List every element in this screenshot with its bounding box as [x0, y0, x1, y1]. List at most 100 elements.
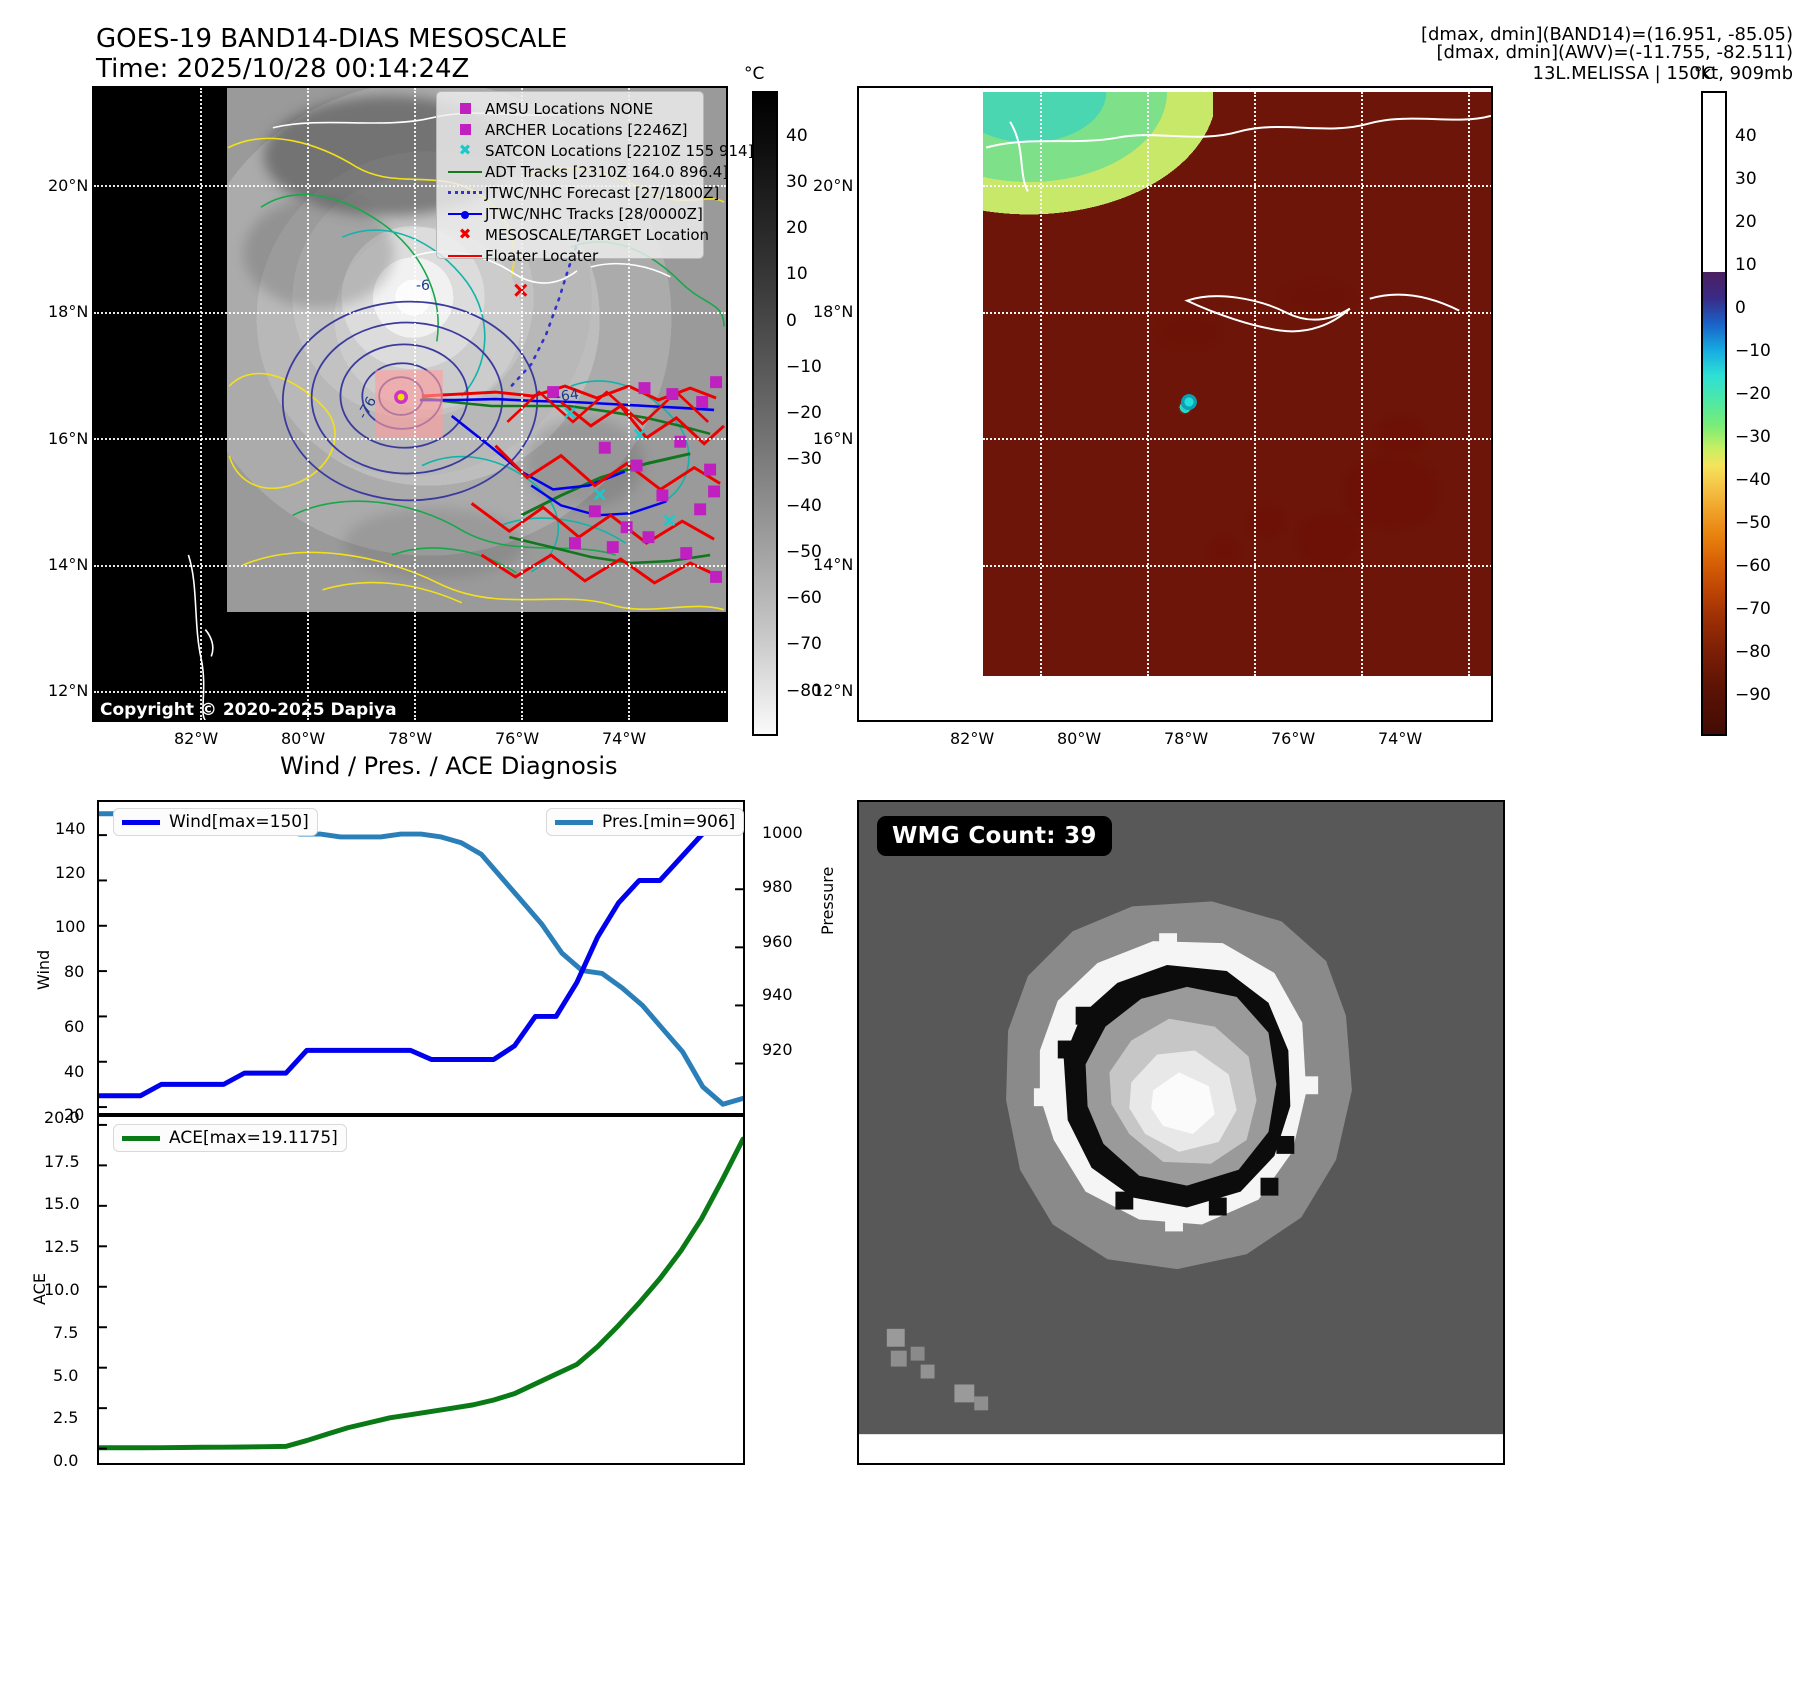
- cb-tick: −80: [786, 681, 822, 701]
- cb-tick: −10: [786, 357, 822, 377]
- legend-item-amsu: AMSU Locations NONE: [445, 98, 695, 119]
- lon-tick-label: 82°W: [950, 729, 995, 748]
- square-marker-icon: [445, 119, 485, 140]
- copyright-notice: Copyright © 2020-2025 Dapiya: [100, 700, 397, 720]
- ace-axis-label: ACE: [30, 1273, 49, 1305]
- ace-color-swatch: [122, 1135, 160, 1141]
- wind-ytick: 20: [64, 1105, 85, 1124]
- lon-tick-label: 78°W: [1164, 729, 1209, 748]
- latitude-gridline: [983, 565, 1491, 567]
- legend-label: AMSU Locations NONE: [485, 99, 654, 118]
- ace-plot: [99, 1123, 743, 1451]
- x-marker-icon: ✖: [458, 225, 472, 243]
- ace-ytick: 20.0: [44, 1108, 80, 1127]
- pressure-axis-label: Pressure: [818, 866, 837, 935]
- legend-label: ARCHER Locations [2246Z]: [485, 120, 688, 139]
- wmg-panel[interactable]: WMG Count: 39: [857, 800, 1505, 1465]
- latitude-gridline: [94, 565, 726, 567]
- cb-tick: −40: [786, 496, 822, 516]
- cb-tick: 0: [1735, 298, 1746, 318]
- lat-tick-label: 20°N: [48, 176, 89, 195]
- legend-label: JTWC/NHC Tracks [28/0000Z]: [485, 204, 703, 223]
- x-marker-icon: ✖: [458, 141, 472, 159]
- lat-tick-label: 16°N: [813, 429, 854, 448]
- lon-tick-label: 74°W: [1378, 729, 1423, 748]
- ace-ytick: 2.5: [53, 1408, 79, 1427]
- map-legend[interactable]: AMSU Locations NONE ARCHER Locations [22…: [436, 91, 754, 265]
- cb-tick: −50: [1735, 513, 1771, 533]
- latitude-gridline: [94, 691, 726, 693]
- longitude-gridline: [1468, 92, 1470, 676]
- legend-item-tracks: JTWC/NHC Tracks [28/0000Z]: [445, 203, 703, 224]
- lon-tick-label: 76°W: [495, 729, 540, 748]
- wind-ytick: 40: [64, 1062, 85, 1081]
- pressure-ytick: 920: [762, 1040, 793, 1059]
- lon-tick-label: 78°W: [388, 729, 433, 748]
- latitude-gridline: [94, 185, 726, 187]
- legend-wind-label: Wind[max=150]: [169, 812, 309, 832]
- cb-tick: −70: [786, 634, 822, 654]
- cb-tick: 10: [786, 264, 808, 284]
- longitude-gridline: [1361, 92, 1363, 676]
- convective-blob: [1379, 418, 1425, 454]
- ace-chart[interactable]: [97, 1115, 745, 1465]
- cb-tick: 20: [1735, 212, 1757, 232]
- diagnosis-title: Wind / Pres. / ACE Diagnosis: [280, 752, 618, 780]
- convective-blob: [1283, 284, 1353, 314]
- awv-ir-map[interactable]: [857, 86, 1493, 722]
- ace-ytick: 15.0: [44, 1194, 80, 1213]
- convective-blob: [1211, 540, 1237, 562]
- wind-axis-label: Wind: [34, 949, 53, 990]
- cloud-patch: [244, 198, 394, 308]
- legend-ace[interactable]: ACE[max=19.1175]: [113, 1124, 347, 1152]
- latitude-gridline: [94, 312, 726, 314]
- lat-tick-label: 14°N: [813, 555, 854, 574]
- cb-tick: −30: [786, 449, 822, 469]
- left-colorbar: [752, 91, 778, 736]
- pressure-ytick: 940: [762, 985, 793, 1004]
- square-marker-icon: [445, 98, 485, 119]
- cb-tick: −50: [786, 542, 822, 562]
- page-title-line1: GOES-19 BAND14-DIAS MESOSCALE: [96, 24, 568, 54]
- lat-tick-label: 14°N: [48, 555, 89, 574]
- legend-label: ADT Tracks [2310Z 164.0 896.4]: [485, 162, 729, 181]
- cb-tick: 10: [1735, 255, 1757, 275]
- longitude-gridline: [200, 88, 202, 720]
- ace-ytick: 17.5: [44, 1152, 80, 1171]
- legend-item-forecast: JTWC/NHC Forecast [27/1800Z]: [445, 182, 719, 203]
- wind-pressure-chart[interactable]: [97, 800, 745, 1115]
- cb-tick: 40: [1735, 126, 1757, 146]
- cb-tick: 0: [786, 311, 797, 331]
- legend-ace-label: ACE[max=19.1175]: [169, 1128, 338, 1148]
- legend-pressure-label: Pres.[min=906]: [602, 812, 736, 832]
- storm-eye-marker: [1181, 394, 1197, 410]
- contour-label: -64: [554, 386, 580, 406]
- legend-wind[interactable]: Wind[max=150]: [113, 808, 318, 836]
- legend-item-satcon: ✖ SATCON Locations [2210Z 155 914]: [445, 140, 754, 161]
- legend-label: JTWC/NHC Forecast [27/1800Z]: [485, 183, 720, 202]
- dotted-line-marker-icon: [445, 182, 485, 203]
- legend-label: Floater Locater: [485, 246, 599, 265]
- lon-tick-label: 80°W: [1057, 729, 1102, 748]
- convective-blob: [1345, 458, 1437, 528]
- wind-color-swatch: [122, 819, 160, 825]
- lat-tick-label: 18°N: [813, 302, 854, 321]
- lon-tick-label: 80°W: [281, 729, 326, 748]
- legend-label: MESOSCALE/TARGET Location: [485, 225, 710, 244]
- left-colorbar-unit: °C: [744, 64, 765, 84]
- contour-label: -6: [416, 278, 430, 294]
- wind-ytick: 100: [55, 917, 86, 936]
- pressure-color-swatch: [555, 819, 593, 825]
- wind-pressure-plot: [99, 809, 743, 1109]
- legend-pressure[interactable]: Pres.[min=906]: [546, 808, 745, 836]
- lat-tick-label: 18°N: [48, 302, 89, 321]
- lat-tick-label: 12°N: [48, 681, 89, 700]
- cb-tick: −60: [786, 588, 822, 608]
- longitude-gridline: [307, 88, 309, 720]
- cb-tick: −90: [1735, 685, 1771, 705]
- line-dot-marker-icon: [445, 203, 485, 224]
- legend-item-archer: ARCHER Locations [2246Z]: [445, 119, 695, 140]
- longitude-gridline: [414, 88, 416, 720]
- lat-tick-label: 16°N: [48, 429, 89, 448]
